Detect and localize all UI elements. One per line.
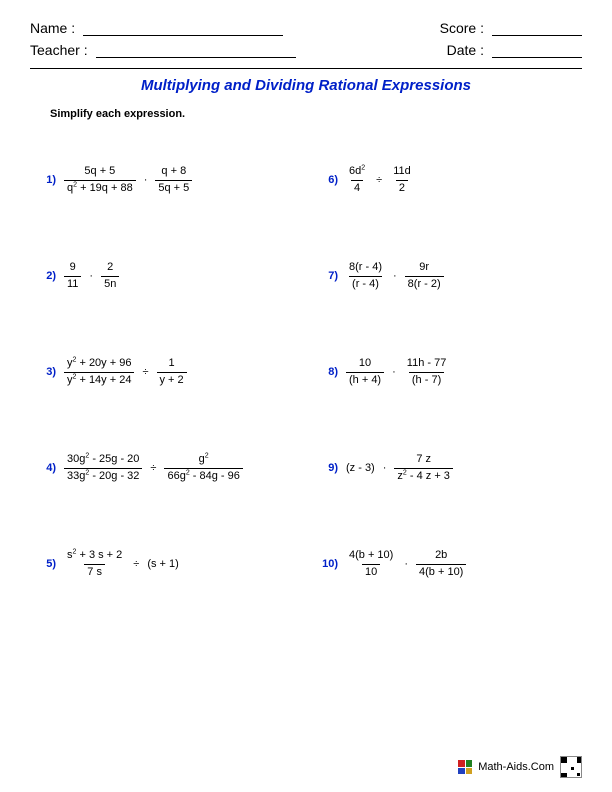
problem: 8)10(h + 4)·11h - 77(h - 7) [316,324,578,420]
problem-number: 5) [34,558,64,570]
date-blank[interactable] [492,44,582,58]
instruction: Simplify each expression. [50,108,582,120]
problem-expression: 4(b + 10)10·2b4(b + 10) [346,549,466,578]
date-label: Date : [447,42,484,58]
problem-number: 6) [316,174,346,186]
teacher-blank[interactable] [96,44,296,58]
page-title: Multiplying and Dividing Rational Expres… [30,77,582,94]
problems-grid: 1)5q + 5q2 + 19q + 88·q + 85q + 52)911·2… [30,132,582,612]
problem-expression: 6d24÷11d2 [346,165,414,194]
problem: 3)y2 + 20y + 96y2 + 14y + 24÷1y + 2 [34,324,296,420]
problem-expression: 8(r - 4)(r - 4)·9r8(r - 2) [346,261,444,290]
problem-number: 9) [316,462,346,474]
operator: ÷ [140,366,150,378]
teacher-label: Teacher : [30,42,88,58]
problem: 6)6d24÷11d2 [316,132,578,228]
problem: 2)911·25n [34,228,296,324]
problems-right-column: 6)6d24÷11d27)8(r - 4)(r - 4)·9r8(r - 2)8… [316,132,578,612]
operator: · [142,174,150,186]
problem-number: 10) [316,558,346,570]
operator: ÷ [374,174,384,186]
problem-expression: 30g2 - 25g - 2033g2 - 20g - 32÷g266g2 - … [64,453,243,482]
problem: 7)8(r - 4)(r - 4)·9r8(r - 2) [316,228,578,324]
operator: · [391,270,399,282]
divider [30,68,582,69]
problem-number: 3) [34,366,64,378]
logo-icon [458,760,472,774]
problem-expression: 10(h + 4)·11h - 77(h - 7) [346,357,449,386]
problem-number: 4) [34,462,64,474]
name-blank[interactable] [83,22,283,36]
footer-site: Math-Aids.Com [478,761,554,773]
problem-expression: s2 + 3 s + 27 s÷(s + 1) [64,549,179,578]
problem-number: 2) [34,270,64,282]
score-field: Score : [440,20,582,36]
operator: · [87,270,95,282]
operator: ÷ [131,558,141,570]
operator: · [381,462,389,474]
operator: · [402,558,410,570]
problem: 1)5q + 5q2 + 19q + 88·q + 85q + 5 [34,132,296,228]
problem-number: 8) [316,366,346,378]
problem-expression: y2 + 20y + 96y2 + 14y + 24÷1y + 2 [64,357,187,386]
problem-expression: 911·25n [64,261,119,290]
problem-number: 1) [34,174,64,186]
problem-expression: (z - 3)·7 zz2 - 4 z + 3 [346,453,453,482]
problem: 5)s2 + 3 s + 27 s÷(s + 1) [34,516,296,612]
problem-number: 7) [316,270,346,282]
problem: 9)(z - 3)·7 zz2 - 4 z + 3 [316,420,578,516]
operator: · [390,366,398,378]
operator: ÷ [148,462,158,474]
problems-left-column: 1)5q + 5q2 + 19q + 88·q + 85q + 52)911·2… [34,132,296,612]
name-field: Name : [30,20,283,36]
teacher-field: Teacher : [30,42,296,58]
problem-expression: 5q + 5q2 + 19q + 88·q + 85q + 5 [64,165,192,194]
problem: 10)4(b + 10)10·2b4(b + 10) [316,516,578,612]
date-field: Date : [447,42,582,58]
qr-icon [560,756,582,778]
score-label: Score : [440,20,484,36]
name-label: Name : [30,20,75,36]
footer: Math-Aids.Com [458,756,582,778]
score-blank[interactable] [492,22,582,36]
problem: 4)30g2 - 25g - 2033g2 - 20g - 32÷g266g2 … [34,420,296,516]
